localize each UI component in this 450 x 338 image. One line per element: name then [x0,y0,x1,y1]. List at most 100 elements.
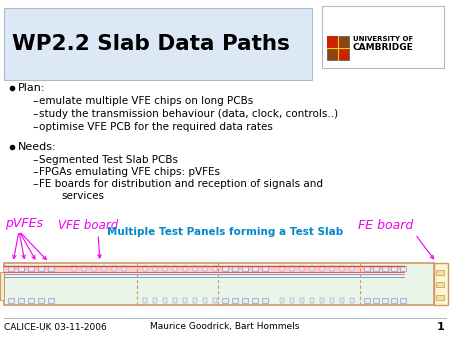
Text: Needs:: Needs: [18,142,57,152]
Bar [436,282,444,287]
Bar [163,266,167,271]
Bar [173,266,177,271]
Bar [340,298,344,303]
Bar [48,297,54,303]
Bar [252,266,257,271]
Text: optimise VFE PCB for the required data rates: optimise VFE PCB for the required data r… [39,122,273,132]
Bar [72,266,76,271]
Text: UNIVERSITY OF: UNIVERSITY OF [353,36,413,42]
Bar [8,266,14,271]
Bar [364,266,369,271]
Bar [153,266,157,271]
Text: Maurice Goodrick, Bart Hommels: Maurice Goodrick, Bart Hommels [150,322,300,332]
Bar [436,270,444,275]
Bar [232,297,238,303]
Bar [338,48,349,60]
Bar [350,298,354,303]
Text: –: – [32,179,38,189]
Bar [300,298,304,303]
Bar [203,266,207,271]
Bar [213,298,217,303]
Bar [391,297,396,303]
Bar [434,263,448,305]
Text: –: – [32,109,38,119]
Bar [327,36,349,60]
Text: 1: 1 [436,322,444,332]
Bar [222,297,228,303]
Text: CAMBRIDGE: CAMBRIDGE [353,43,414,51]
Text: –: – [32,96,38,106]
Bar [400,297,405,303]
Text: Multiple Test Panels forming a Test Slab: Multiple Test Panels forming a Test Slab [107,227,343,237]
Bar [373,266,378,271]
Text: Plan:: Plan: [18,83,45,93]
Bar [82,266,86,271]
Bar [173,298,177,303]
Bar [242,266,248,271]
Bar [122,266,126,271]
Text: study the transmission behaviour (data, clock, controls..): study the transmission behaviour (data, … [39,109,338,119]
Bar [143,298,147,303]
Bar [8,297,14,303]
Bar [0,272,4,300]
Bar [92,266,96,271]
Text: WP2.2 Slab Data Paths: WP2.2 Slab Data Paths [12,34,290,54]
Text: emulate multiple VFE chips on long PCBs: emulate multiple VFE chips on long PCBs [39,96,253,106]
Bar [320,298,324,303]
Bar [320,266,324,271]
Bar [310,298,314,303]
Bar [193,298,197,303]
Bar [213,266,217,271]
Bar [18,266,23,271]
Text: –: – [32,167,38,177]
Text: Segmented Test Slab PCBs: Segmented Test Slab PCBs [39,155,178,165]
Text: VFE board: VFE board [58,219,118,232]
Bar [382,297,387,303]
Bar [4,266,404,272]
Bar [242,297,248,303]
Bar [330,298,334,303]
Bar [400,266,405,271]
Bar [102,266,106,271]
Bar [4,263,434,305]
Bar [48,266,54,271]
Text: –: – [32,122,38,132]
Bar [232,266,238,271]
Bar [330,266,334,271]
Bar [340,266,344,271]
Bar [290,266,294,271]
Bar [290,298,294,303]
Bar [112,266,116,271]
Bar [203,298,207,303]
Text: –: – [32,155,38,165]
Bar [38,297,44,303]
Bar [327,36,338,48]
Bar [262,266,267,271]
Bar [300,266,304,271]
Bar [391,266,396,271]
Bar [350,266,354,271]
Text: FE board: FE board [358,219,413,232]
Bar [143,266,147,271]
Bar [310,266,314,271]
Bar [153,298,157,303]
Text: FE boards for distribution and reception of signals and: FE boards for distribution and reception… [39,179,323,189]
Text: pVFEs: pVFEs [5,217,43,230]
Bar [28,297,33,303]
Bar [183,298,187,303]
Bar [322,6,444,68]
Bar [183,266,187,271]
Bar [222,266,228,271]
Text: FPGAs emulating VFE chips: pVFEs: FPGAs emulating VFE chips: pVFEs [39,167,220,177]
Bar [18,297,23,303]
Bar [382,266,387,271]
Bar [280,266,284,271]
Bar [364,297,369,303]
Text: services: services [61,191,104,201]
Bar [436,295,444,300]
Bar [163,298,167,303]
Bar [38,266,44,271]
Bar [4,8,312,80]
Bar [262,297,267,303]
Text: CALICE-UK 03-11-2006: CALICE-UK 03-11-2006 [4,322,107,332]
